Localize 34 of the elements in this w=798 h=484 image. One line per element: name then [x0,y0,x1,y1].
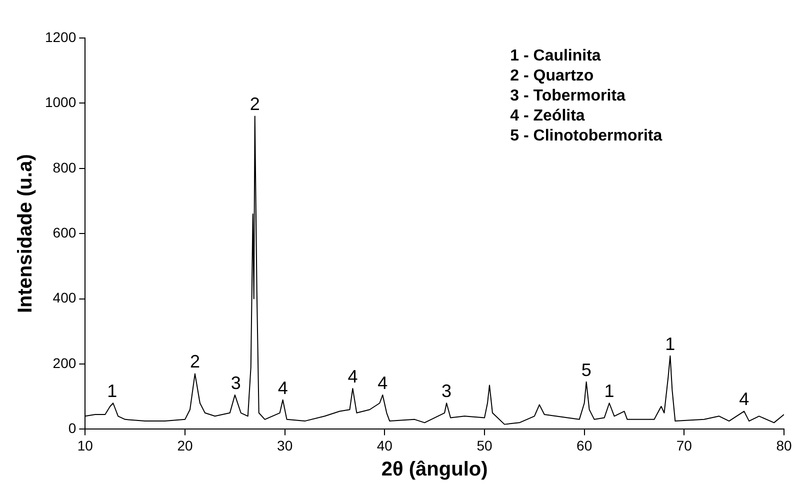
x-tick-label: 10 [77,437,94,454]
annotation: 4 [348,366,358,386]
annotation: 5 - Clinotobermorita [510,127,662,144]
x-tick-label: 20 [177,437,193,454]
y-axis-title: Intensidade (u.a) [14,154,37,314]
y-tick-label: 0 [68,420,76,436]
x-tick-label: 60 [576,437,592,454]
annotation: 2 [190,352,200,372]
annotation: 2 - Quartzo [510,67,594,84]
annotation: 1 [604,381,614,402]
x-axis-title: 2θ (ângulo) [381,458,488,481]
annotation: 2 [250,94,260,114]
y-tick-label: 1000 [44,94,76,110]
y-tick-label: 200 [52,354,76,371]
annotation: 1 - Caulinita [510,47,601,64]
x-tick-label: 30 [277,437,293,454]
y-tick-label: 400 [52,290,76,306]
x-tick-label: 40 [376,437,393,454]
annotation: 5 [581,360,592,380]
annotation: 3 - Tobermorita [510,87,626,104]
annotation: 1 [107,381,118,402]
annotation: 4 [278,378,288,398]
y-tick-label: 1200 [44,28,76,45]
x-tick-label: 50 [476,437,492,454]
x-tick-label: 70 [676,437,692,454]
y-tick-label: 600 [52,224,76,240]
annotation: 4 [739,389,750,410]
annotation: 4 - Zeólita [510,107,585,124]
annotation: 3 [442,381,452,402]
y-tick-label: 800 [52,159,76,176]
annotation: 4 [378,372,388,393]
annotation: 1 [665,334,676,354]
x-tick-label: 80 [776,437,792,454]
annotation: 3 [230,372,241,393]
